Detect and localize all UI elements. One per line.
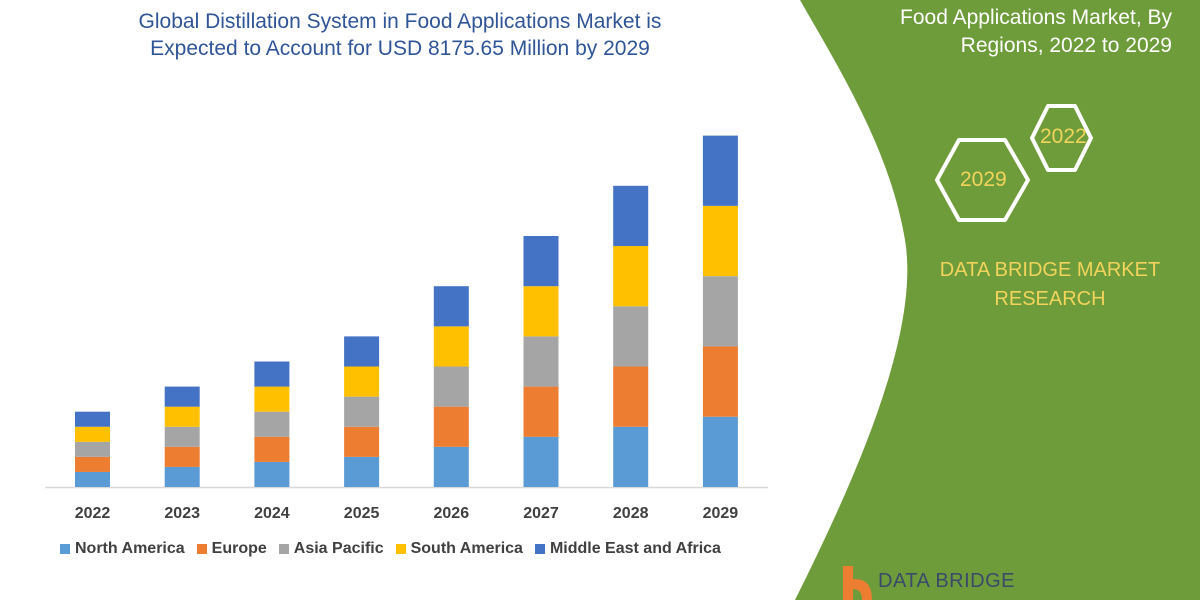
legend-swatch (534, 544, 545, 554)
bar-segment-south-america-2023 (164, 406, 200, 427)
x-tick-label: 2028 (613, 505, 649, 522)
bar-segment-asia-pacific-2028 (613, 306, 649, 367)
stacked-bar-chart: 2022 2023 2024 2025 2026 2027 2028 2029 (45, 135, 768, 522)
bar-segment-asia-pacific-2025 (344, 396, 380, 427)
bar-segment-europe-2023 (164, 446, 200, 467)
legend-swatch (278, 544, 289, 554)
logo-text: DATA BRIDGE (878, 570, 1016, 592)
bar-segment-europe-2026 (433, 406, 469, 447)
legend-item: North America (60, 540, 185, 558)
legend-item: Middle East and Africa (534, 540, 721, 558)
bar-segment-north-america-2026 (433, 446, 469, 487)
panel-title: Food Applications Market, By Regions, 20… (842, 4, 1172, 60)
bar-segment-middle-east-and-africa-2028 (613, 185, 649, 247)
chart-title: Global Distillation System in Food Appli… (60, 8, 740, 62)
hexagon-2029 (935, 138, 1030, 222)
legend-swatch (60, 544, 70, 554)
logo-icon (843, 566, 872, 600)
bar-segment-middle-east-and-africa-2027 (523, 236, 559, 287)
green-panel (795, 0, 1200, 600)
bar-segment-middle-east-and-africa-2029 (702, 135, 738, 206)
x-tick-label: 2027 (523, 505, 559, 522)
bar-segment-north-america-2027 (523, 436, 559, 487)
bar-segment-middle-east-and-africa-2026 (433, 286, 469, 327)
bar-segment-middle-east-and-africa-2025 (344, 336, 380, 367)
bar-segment-south-america-2029 (702, 205, 738, 277)
legend-label: Middle East and Africa (549, 540, 721, 557)
x-tick-label: 2026 (434, 505, 470, 522)
legend-item: South America (395, 540, 523, 558)
panel-title-line-1: Food Applications Market, By (900, 6, 1172, 29)
legend-label: South America (410, 540, 523, 557)
legend-item: Asia Pacific (278, 540, 384, 558)
bar-segment-north-america-2028 (613, 426, 649, 487)
brand-line-2: RESEARCH (994, 288, 1106, 310)
bar-segment-north-america-2023 (164, 466, 200, 487)
bar-segment-south-america-2026 (433, 326, 469, 367)
bar-segment-middle-east-and-africa-2024 (254, 361, 290, 387)
bar-segment-asia-pacific-2026 (433, 366, 469, 407)
bar-segment-asia-pacific-2024 (254, 411, 290, 437)
legend-label: North America (75, 540, 185, 557)
legend-label: Asia Pacific (293, 540, 384, 557)
bar-segment-europe-2025 (344, 426, 380, 457)
title-line-1: Global Distillation System in Food Appli… (138, 10, 662, 33)
bar-segment-europe-2028 (613, 366, 649, 427)
bar-segment-south-america-2025 (344, 366, 380, 397)
bar-segment-middle-east-and-africa-2022 (75, 411, 110, 427)
legend-swatch (395, 544, 406, 554)
brand-line-1: DATA BRIDGE MARKET (939, 259, 1161, 281)
x-tick-label: 2025 (344, 505, 380, 522)
x-tick-label: 2024 (254, 505, 290, 522)
bar-segment-europe-2022 (75, 456, 110, 472)
bar-segment-asia-pacific-2022 (75, 441, 110, 457)
bar-segment-europe-2027 (523, 386, 559, 437)
bar-segment-north-america-2024 (254, 461, 290, 487)
bar-segment-asia-pacific-2023 (164, 426, 200, 447)
bar-segment-north-america-2025 (344, 456, 380, 487)
legend-label: Europe (211, 540, 267, 557)
hex-label-2022: 2022 (1040, 125, 1087, 148)
bar-segment-south-america-2024 (254, 386, 290, 412)
bar-segment-south-america-2027 (523, 286, 559, 337)
bar-segment-north-america-2029 (702, 416, 738, 487)
bar-segment-north-america-2022 (75, 471, 110, 487)
bar-segment-middle-east-and-africa-2023 (164, 386, 200, 407)
legend: North America Europe Asia Pacific South Ame… (60, 540, 721, 558)
bar-segment-europe-2024 (254, 436, 290, 462)
title-line-2: Expected to Account for USD 8175.65 Mill… (150, 37, 650, 60)
hex-label-2029: 2029 (960, 168, 1007, 191)
bar-segment-asia-pacific-2027 (523, 336, 559, 387)
bar-segment-south-america-2022 (75, 426, 110, 442)
bar-segment-europe-2029 (702, 346, 738, 417)
bar-segment-south-america-2028 (613, 246, 649, 307)
legend-swatch (196, 544, 207, 554)
panel-title-line-2: Regions, 2022 to 2029 (960, 34, 1172, 57)
legend-item: Europe (196, 540, 267, 558)
x-tick-label: 2022 (75, 505, 111, 522)
x-tick-label: 2029 (703, 505, 739, 522)
x-tick-label: 2023 (164, 505, 200, 522)
hexagon-2022 (1030, 104, 1093, 172)
brand-text: DATA BRIDGE MARKET RESEARCH (915, 256, 1185, 314)
bar-segment-asia-pacific-2029 (702, 276, 738, 347)
